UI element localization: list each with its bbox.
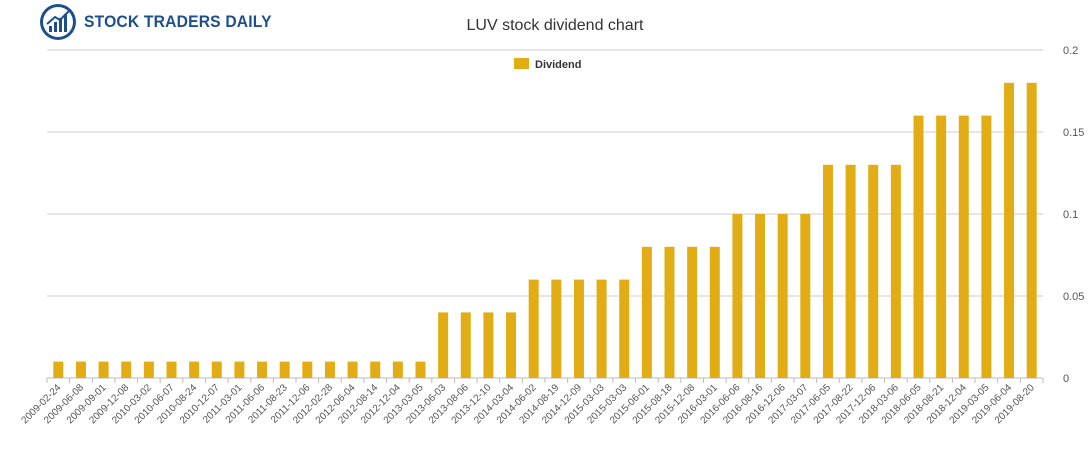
legend-swatch [514, 58, 529, 69]
y-tick-label: 0.1 [1063, 209, 1078, 221]
bar [687, 246, 698, 378]
legend-label: Dividend [535, 59, 581, 71]
bar [551, 279, 562, 378]
bar [189, 361, 200, 378]
bar [868, 164, 879, 378]
bar [324, 361, 335, 378]
bar [143, 361, 154, 378]
bar [438, 312, 449, 378]
bar [845, 164, 856, 378]
bar [755, 214, 766, 378]
bar [573, 279, 584, 378]
y-axis: 0 0.05 0.1 0.15 0.2 [1063, 45, 1084, 385]
bar [619, 279, 630, 378]
bar [1004, 82, 1015, 379]
y-tick-label: 0.2 [1063, 45, 1078, 57]
legend: Dividend [514, 58, 581, 71]
bars [53, 82, 1037, 379]
logo: STOCK TRADERS DAILY [38, 2, 288, 42]
bar [528, 279, 539, 378]
y-tick-label: 0.15 [1063, 127, 1084, 139]
logo-text: STOCK TRADERS DAILY [84, 12, 272, 31]
bar [890, 164, 901, 378]
bar [211, 361, 222, 378]
bar [596, 279, 607, 378]
bar [53, 361, 64, 378]
bar [822, 164, 833, 378]
bar [664, 246, 675, 378]
bar [1026, 82, 1037, 379]
bar [709, 246, 720, 378]
bar [958, 115, 969, 378]
bar [981, 115, 992, 378]
bar [166, 361, 177, 378]
bar [641, 246, 652, 378]
bar [75, 361, 86, 378]
bar [302, 361, 313, 378]
bar [483, 312, 494, 378]
bar [279, 361, 290, 378]
y-tick-label: 0 [1063, 373, 1069, 385]
bar [257, 361, 268, 378]
bar [347, 361, 358, 378]
x-axis: 2009-02-242009-06-082009-09-012009-12-08… [19, 378, 1044, 426]
bar [777, 214, 788, 378]
bar [370, 361, 381, 378]
bar [234, 361, 245, 378]
chart-title: LUV stock dividend chart [467, 17, 645, 34]
bar [732, 214, 743, 378]
bar [121, 361, 132, 378]
bar [506, 312, 517, 378]
bar [392, 361, 403, 378]
bull-chart-logo-icon [40, 4, 76, 40]
y-tick-label: 0.05 [1063, 291, 1084, 303]
bar [460, 312, 471, 378]
bar [98, 361, 109, 378]
bar [936, 115, 947, 378]
bar [800, 214, 811, 378]
bar [913, 115, 924, 378]
bar [415, 361, 426, 378]
